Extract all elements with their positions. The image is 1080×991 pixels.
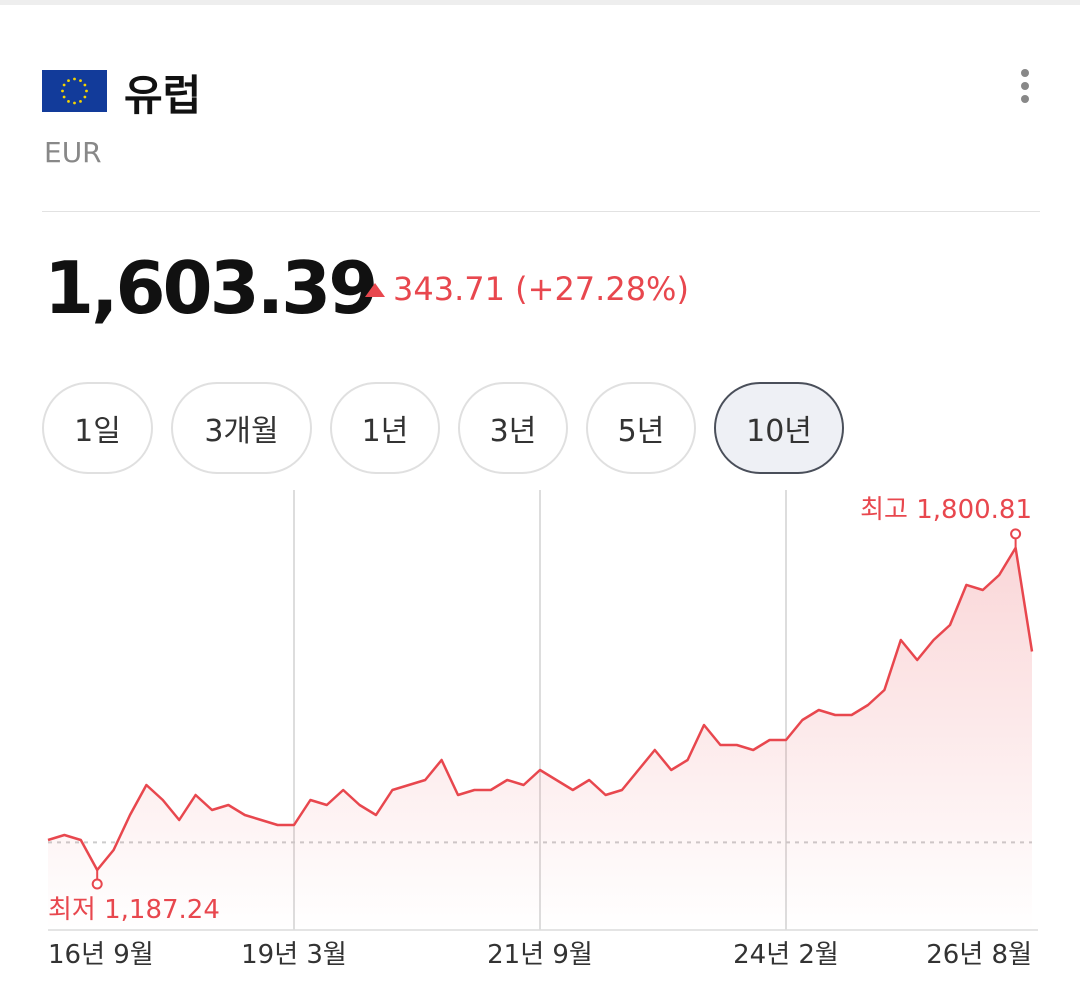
range-tab[interactable]: 3개월: [171, 382, 312, 474]
high-marker: [1010, 528, 1022, 540]
high-label: 최고 1,800.81: [860, 495, 1032, 525]
range-tab[interactable]: 10년: [714, 382, 844, 474]
x-tick-label: 24년 2월: [733, 940, 839, 970]
chart: 16년 9월 19년 3월 21년 9월 24년 2월 26년 8월 최저 1,187.2…: [47, 490, 1038, 970]
range-tab[interactable]: 1일: [42, 382, 153, 474]
price: 1,603.39: [44, 246, 378, 330]
more-menu[interactable]: [1019, 67, 1031, 107]
up-arrow: [365, 283, 385, 297]
range-tab[interactable]: 1년: [330, 382, 440, 474]
range-tab[interactable]: 5년: [586, 382, 696, 474]
top-bar: [0, 0, 1080, 5]
x-tick-label: 16년 9월: [48, 940, 154, 970]
low-label: 최저 1,187.24: [48, 895, 220, 925]
price-change: 343.71 (+27.28%): [393, 270, 689, 308]
price-line: [47, 546, 1034, 872]
divider: [42, 211, 1040, 212]
low-marker: [91, 878, 103, 890]
title: 유럽: [124, 71, 202, 120]
x-tick-label: 26년 8월: [926, 940, 1032, 970]
x-tick-label: 21년 9월: [487, 940, 593, 970]
area-fill: [48, 547, 1032, 930]
eu-flag: [42, 70, 107, 112]
range-tab[interactable]: 3년: [458, 382, 568, 474]
currency-code: EUR: [44, 136, 102, 169]
x-tick-label: 19년 3월: [241, 940, 347, 970]
